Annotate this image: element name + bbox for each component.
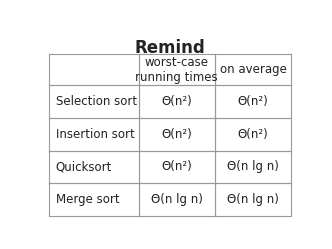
Text: Θ(n²): Θ(n²) [161, 95, 192, 108]
Text: Θ(n²): Θ(n²) [238, 95, 268, 108]
Text: on average: on average [219, 63, 287, 76]
Text: Selection sort: Selection sort [56, 95, 137, 108]
Text: Θ(n lg n): Θ(n lg n) [151, 193, 203, 206]
Text: Θ(n²): Θ(n²) [161, 128, 192, 141]
Text: Remind: Remind [135, 39, 206, 57]
Text: Insertion sort: Insertion sort [56, 128, 134, 141]
Text: Θ(n lg n): Θ(n lg n) [227, 160, 279, 174]
Text: worst-case
running times: worst-case running times [135, 56, 218, 84]
Text: Θ(n lg n): Θ(n lg n) [227, 193, 279, 206]
Text: Merge sort: Merge sort [56, 193, 119, 206]
Text: Θ(n²): Θ(n²) [238, 128, 268, 141]
Text: Quicksort: Quicksort [56, 160, 112, 174]
Text: Θ(n²): Θ(n²) [161, 160, 192, 174]
